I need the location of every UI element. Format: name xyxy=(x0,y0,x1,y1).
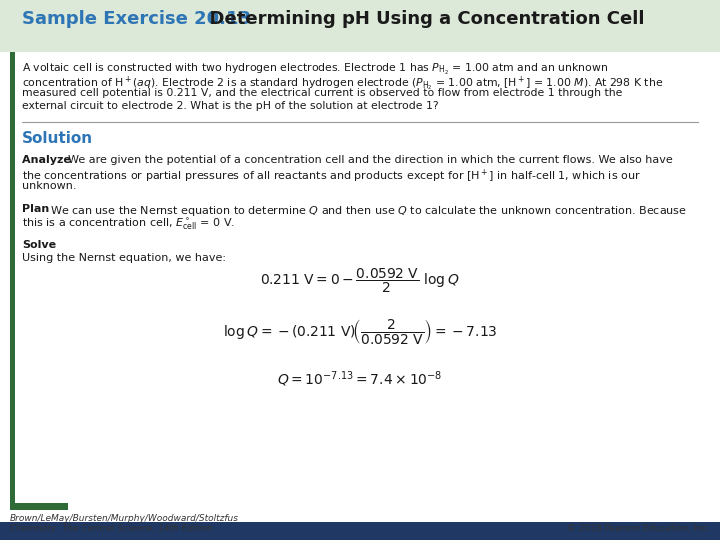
Text: this is a concentration cell, $E^\circ_{\mathregular{cell}}$ = 0 V.: this is a concentration cell, $E^\circ_{… xyxy=(22,217,235,232)
Bar xyxy=(0,522,720,540)
Text: the concentrations or partial pressures of all reactants and products except for: the concentrations or partial pressures … xyxy=(22,168,641,185)
Text: Plan: Plan xyxy=(22,204,53,214)
Bar xyxy=(10,52,15,507)
Text: Analyze: Analyze xyxy=(22,155,75,165)
Text: Sample Exercise 20.13: Sample Exercise 20.13 xyxy=(22,10,257,28)
Text: © 2018 Pearson Education, Inc.: © 2018 Pearson Education, Inc. xyxy=(567,524,710,533)
Text: external circuit to electrode 2. What is the pH of the solution at electrode 1?: external circuit to electrode 2. What is… xyxy=(22,101,438,111)
Text: Chemistry: The Central Science, 14th Edition: Chemistry: The Central Science, 14th Edi… xyxy=(10,524,213,533)
Bar xyxy=(10,503,68,510)
Text: A voltaic cell is constructed with two hydrogen electrodes. Electrode 1 has $P_{: A voltaic cell is constructed with two h… xyxy=(22,62,608,77)
Text: measured cell potential is 0.211 V, and the electrical current is observed to fl: measured cell potential is 0.211 V, and … xyxy=(22,88,622,98)
Text: Brown/LeMay/Bursten/Murphy/Woodward/Stoltzfus: Brown/LeMay/Bursten/Murphy/Woodward/Stol… xyxy=(10,514,239,523)
Text: Determining pH Using a Concentration Cell: Determining pH Using a Concentration Cel… xyxy=(22,10,644,28)
Text: Solve: Solve xyxy=(22,240,56,250)
Text: unknown.: unknown. xyxy=(22,181,76,191)
Text: Using the Nernst equation, we have:: Using the Nernst equation, we have: xyxy=(22,253,226,263)
Text: $Q = 10^{-7.13} = 7.4 \times 10^{-8}$: $Q = 10^{-7.13} = 7.4 \times 10^{-8}$ xyxy=(277,369,443,389)
Text: We can use the Nernst equation to determine $Q$ and then use $Q$ to calculate th: We can use the Nernst equation to determ… xyxy=(50,204,687,218)
Text: concentration of H$^+$($aq$). Electrode 2 is a standard hydrogen electrode ($P_{: concentration of H$^+$($aq$). Electrode … xyxy=(22,75,663,93)
Text: $0.211\ \mathrm{V} = 0 - \dfrac{0.0592\ \mathrm{V}}{2}\ \log Q$: $0.211\ \mathrm{V} = 0 - \dfrac{0.0592\ … xyxy=(261,267,459,295)
Text: $\log Q = -(0.211\ \mathrm{V})\!\left(\dfrac{2}{0.0592\ \mathrm{V}}\right) = -7.: $\log Q = -(0.211\ \mathrm{V})\!\left(\d… xyxy=(222,316,498,346)
Bar xyxy=(0,0,720,52)
Text: We are given the potential of a concentration cell and the direction in which th: We are given the potential of a concentr… xyxy=(68,155,672,165)
Text: Solution: Solution xyxy=(22,131,93,146)
